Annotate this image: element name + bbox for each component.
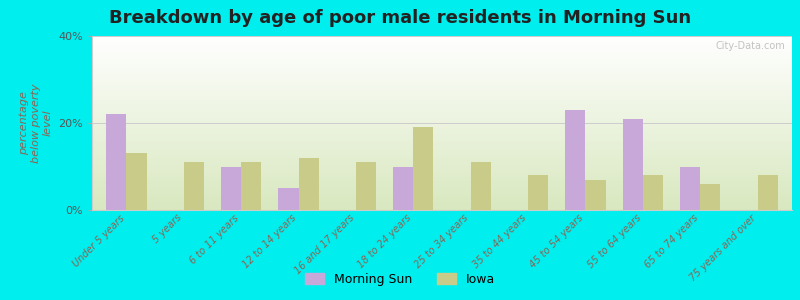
Bar (241, 162, 262, 210)
Bar (622, 119, 643, 210)
Legend: Morning Sun, Iowa: Morning Sun, Iowa (300, 268, 500, 291)
Bar (184, 162, 204, 210)
Bar (470, 162, 490, 210)
Bar (221, 167, 241, 210)
Bar (278, 188, 298, 210)
Bar (126, 154, 146, 210)
Bar (680, 167, 700, 210)
Bar (643, 175, 663, 210)
Bar (414, 127, 434, 210)
Text: Breakdown by age of poor male residents in Morning Sun: Breakdown by age of poor male residents … (109, 9, 691, 27)
Y-axis label: percentage
below poverty
level: percentage below poverty level (19, 83, 53, 163)
Bar (106, 114, 126, 210)
Bar (528, 175, 548, 210)
Bar (394, 167, 414, 210)
Text: City-Data.com: City-Data.com (715, 41, 785, 51)
Bar (700, 184, 720, 210)
Bar (566, 110, 586, 210)
Bar (758, 175, 778, 210)
Bar (298, 158, 318, 210)
Bar (356, 162, 376, 210)
Bar (586, 179, 606, 210)
